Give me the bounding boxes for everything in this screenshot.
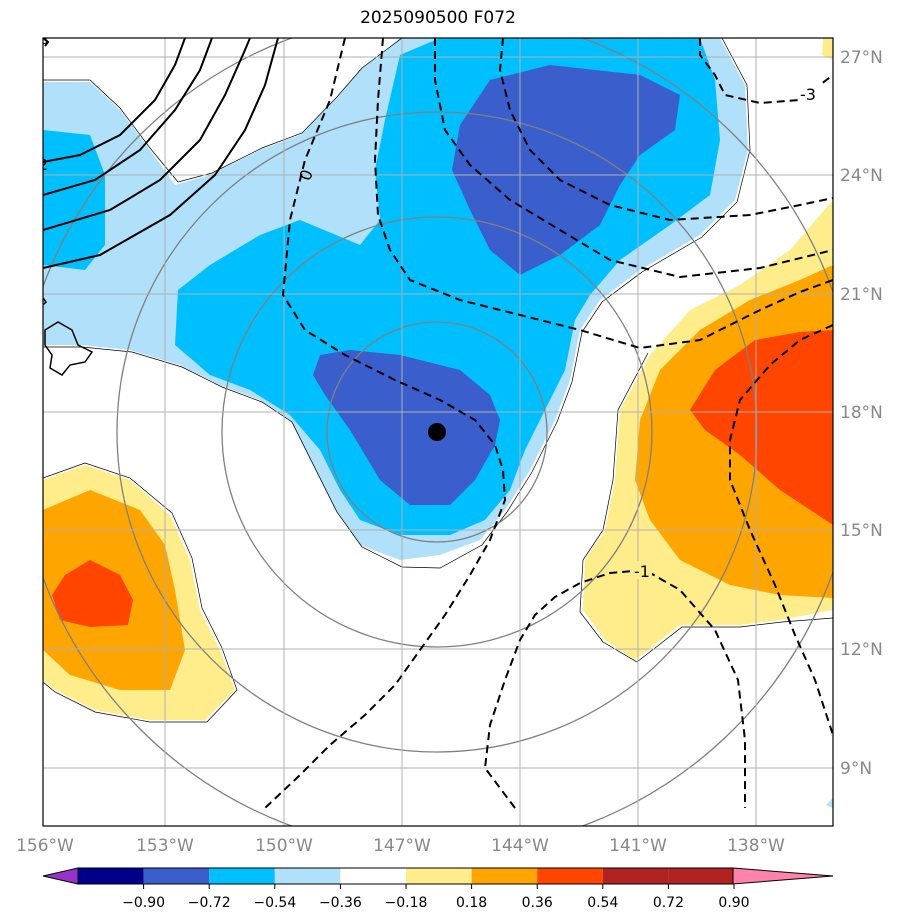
colorbar-tick-label: 0.18: [456, 895, 487, 911]
plot-frame: [42, 37, 834, 827]
lat-label: 18°N: [840, 403, 883, 423]
solid-contours: [43, 38, 279, 269]
contour-label-two: 2: [38, 155, 48, 174]
lat-label: 24°N: [840, 166, 883, 186]
lat-label: 15°N: [840, 521, 883, 541]
colorbar-bin: [406, 868, 472, 884]
colorbar-tick-label: −0.72: [188, 895, 231, 911]
ring-3: [116, 111, 758, 753]
lon-label: 156°W: [16, 836, 74, 856]
ring-2: [221, 216, 653, 648]
lon-label: 144°W: [491, 836, 549, 856]
colorbar-tick-label: 0.54: [587, 895, 618, 911]
chart-title: 2025090500 F072: [360, 8, 516, 28]
colorbar-tick-label: −0.36: [319, 895, 362, 911]
colorbar-extend-low: [42, 867, 79, 885]
colorbar-bin: [78, 868, 144, 884]
coastline: [43, 297, 94, 376]
fill-orange-red: [52, 330, 833, 627]
lat-label: 21°N: [840, 285, 883, 305]
lat-label: 12°N: [840, 640, 883, 660]
lat-label: 27°N: [840, 48, 883, 68]
storm-center-marker: [428, 423, 446, 441]
fill-boundary-lines: [43, 38, 833, 723]
lon-label: 153°W: [136, 836, 194, 856]
fill-royal-blue: [313, 65, 680, 505]
lon-label: 141°W: [609, 836, 667, 856]
contour-labels: 0 -1 -3 2 3: [38, 33, 822, 581]
colorbar-bin: [274, 868, 341, 884]
map-plot-area: 0 -1 -3 2 3: [38, 33, 833, 826]
lat-label: 9°N: [840, 759, 872, 779]
colorbar-bin: [143, 868, 210, 884]
colorbar-bin: [537, 868, 603, 884]
lon-label: 150°W: [255, 836, 313, 856]
dashed-contours: [264, 38, 833, 809]
longitude-labels: 156°W 153°W 150°W 147°W 144°W 141°W 138°…: [16, 836, 785, 856]
contour-label-minus-one: -1: [634, 562, 650, 581]
colorbar-tick-label: 0.72: [653, 895, 684, 911]
colorbar-bin: [471, 868, 538, 884]
graticule: [43, 38, 833, 826]
lon-label: 147°W: [373, 836, 431, 856]
latitude-labels: 27°N 24°N 21°N 18°N 15°N 12°N 9°N: [840, 48, 883, 779]
colorbar-tick-label: 0.90: [718, 895, 749, 911]
colorbar-bin: [340, 868, 406, 884]
colorbar-extend-high: [732, 867, 834, 885]
colorbar-bin: [209, 868, 275, 884]
contour-label-three: 3: [41, 33, 49, 47]
colorbar-tick-label: −0.54: [253, 895, 296, 911]
distance-rings: [43, 38, 833, 826]
colorbar: −0.90 −0.72 −0.54 −0.36 −0.18 0.18 0.36 …: [42, 867, 834, 911]
colorbar-bin: [668, 868, 734, 884]
ring-1: [326, 321, 548, 543]
contour-label-minus-three: -3: [800, 85, 816, 104]
colorbar-tick-label: 0.36: [522, 895, 553, 911]
colorbar-tick-label: −0.18: [385, 895, 428, 911]
colorbar-tick-label: −0.90: [122, 895, 165, 911]
lon-label: 138°W: [727, 836, 785, 856]
colorbar-bin: [602, 868, 669, 884]
